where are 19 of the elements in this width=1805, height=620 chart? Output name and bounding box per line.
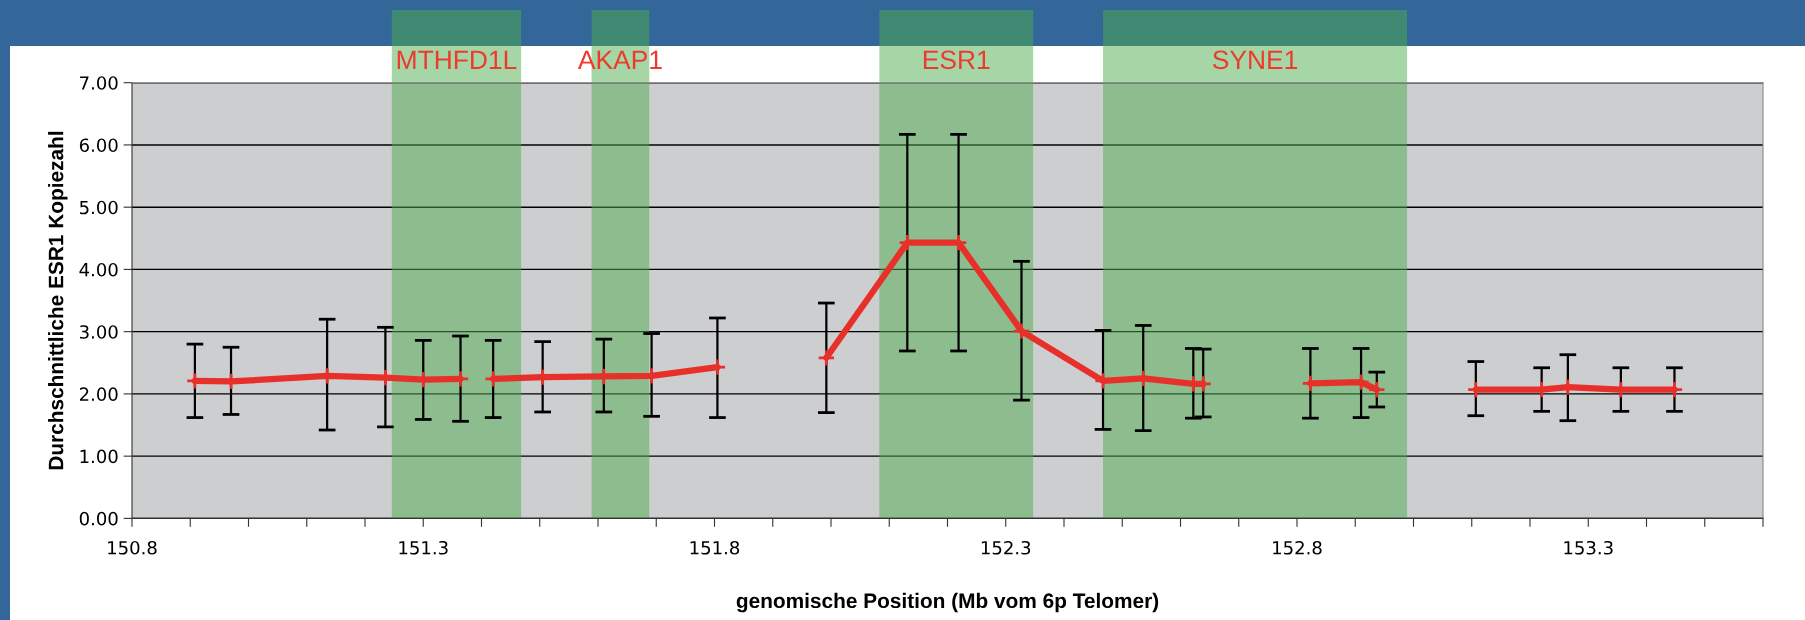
band-label: ESR1 bbox=[923, 50, 990, 70]
band-label: MTHFD1L bbox=[397, 50, 517, 69]
y-tick-label: 5.00 bbox=[80, 200, 118, 215]
x-axis-title: genomische Position (Mb vom 6p Telomer) bbox=[736, 592, 1159, 613]
band-label: SYNE1 bbox=[1212, 50, 1298, 70]
y-tick-label: 1.00 bbox=[80, 449, 118, 464]
y-tick-label: 6.00 bbox=[79, 138, 118, 153]
y-tick-label: 2.00 bbox=[79, 387, 118, 402]
y-tick-label: 0.00 bbox=[79, 511, 118, 526]
x-tick-label: 151.3 bbox=[399, 540, 448, 555]
x-tick-label: 150.8 bbox=[108, 540, 157, 555]
x-tick-label: 153.3 bbox=[1564, 540, 1613, 555]
y-axis-title: Durchschnittliche ESR1 Kopiezahl bbox=[48, 131, 68, 470]
x-tick-label: 152.3 bbox=[981, 540, 1031, 555]
y-tick-label: 4.00 bbox=[79, 262, 118, 277]
y-tick-label: 7.00 bbox=[80, 76, 118, 90]
y-tick-label: 3.00 bbox=[79, 325, 118, 339]
x-tick-label: 152.8 bbox=[1273, 540, 1322, 555]
x-tick-label: 151.8 bbox=[690, 540, 740, 555]
